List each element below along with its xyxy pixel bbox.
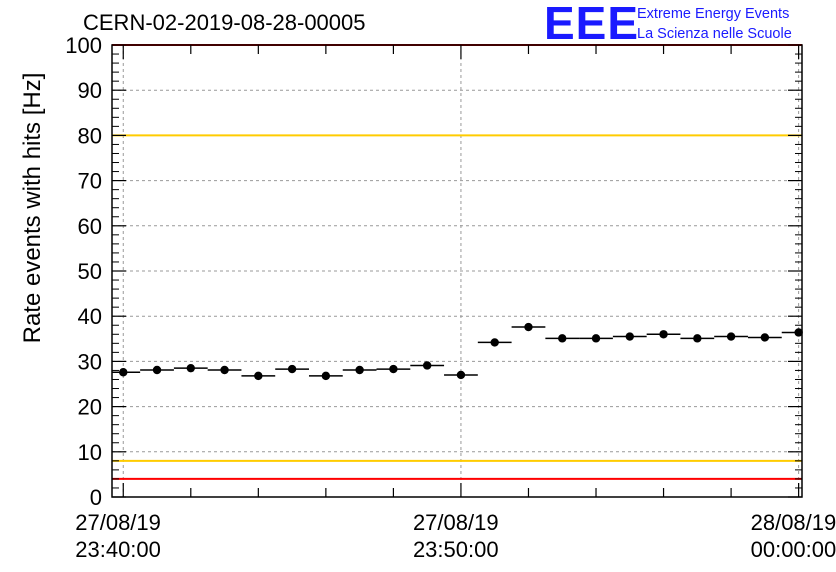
data-point bbox=[456, 370, 466, 380]
data-point bbox=[625, 332, 634, 341]
data-point bbox=[760, 333, 770, 342]
x-tick-date-label: 28/08/19 bbox=[751, 510, 836, 535]
y-tick-label: 30 bbox=[78, 349, 102, 374]
y-tick-label: 90 bbox=[78, 78, 102, 103]
x-tick-date-label: 27/08/19 bbox=[75, 510, 161, 535]
y-tick-label: 100 bbox=[65, 33, 102, 58]
y-tick-label: 70 bbox=[78, 169, 102, 194]
eee-logo: EEE Extreme Energy Events La Scienza nel… bbox=[544, 0, 836, 49]
y-tick-label: 50 bbox=[78, 259, 102, 284]
data-point bbox=[659, 330, 668, 339]
data-point bbox=[490, 338, 499, 347]
y-tick-label: 10 bbox=[78, 440, 102, 465]
y-tick-label: 20 bbox=[78, 395, 102, 420]
x-tick-time-label: 00:00:00 bbox=[751, 537, 836, 562]
grid bbox=[112, 45, 802, 497]
y-tick-label: 0 bbox=[90, 485, 102, 510]
data-point bbox=[186, 363, 195, 373]
x-tick-date-label: 27/08/19 bbox=[413, 510, 499, 535]
data-point bbox=[693, 334, 702, 343]
data-point bbox=[726, 332, 736, 341]
data-point bbox=[524, 322, 533, 332]
data-point bbox=[355, 365, 364, 375]
y-tick-label: 40 bbox=[78, 304, 102, 329]
logo-line-1: Extreme Energy Events bbox=[637, 6, 790, 22]
data-point bbox=[220, 365, 229, 375]
data-point bbox=[287, 364, 297, 374]
data-point bbox=[389, 364, 398, 374]
data-point bbox=[794, 328, 803, 337]
axes: 010203040506070809010027/08/1923:40:0027… bbox=[65, 33, 836, 562]
data-point bbox=[152, 365, 162, 375]
y-tick-label: 60 bbox=[78, 214, 102, 239]
data-points bbox=[112, 322, 803, 381]
x-tick-time-label: 23:50:00 bbox=[413, 537, 499, 562]
logo-line-2: La Scienza nelle Scuole bbox=[637, 26, 792, 42]
data-point bbox=[558, 334, 567, 343]
chart-title: CERN-02-2019-08-28-00005 bbox=[83, 10, 366, 35]
data-point bbox=[422, 361, 432, 370]
logo-mark: EEE bbox=[544, 0, 640, 49]
data-point bbox=[591, 334, 601, 343]
data-point bbox=[119, 368, 128, 377]
data-point bbox=[321, 371, 331, 381]
reference-lines bbox=[112, 44, 802, 480]
data-point bbox=[254, 371, 263, 381]
y-tick-label: 80 bbox=[78, 123, 102, 148]
x-tick-time-label: 23:40:00 bbox=[75, 537, 161, 562]
